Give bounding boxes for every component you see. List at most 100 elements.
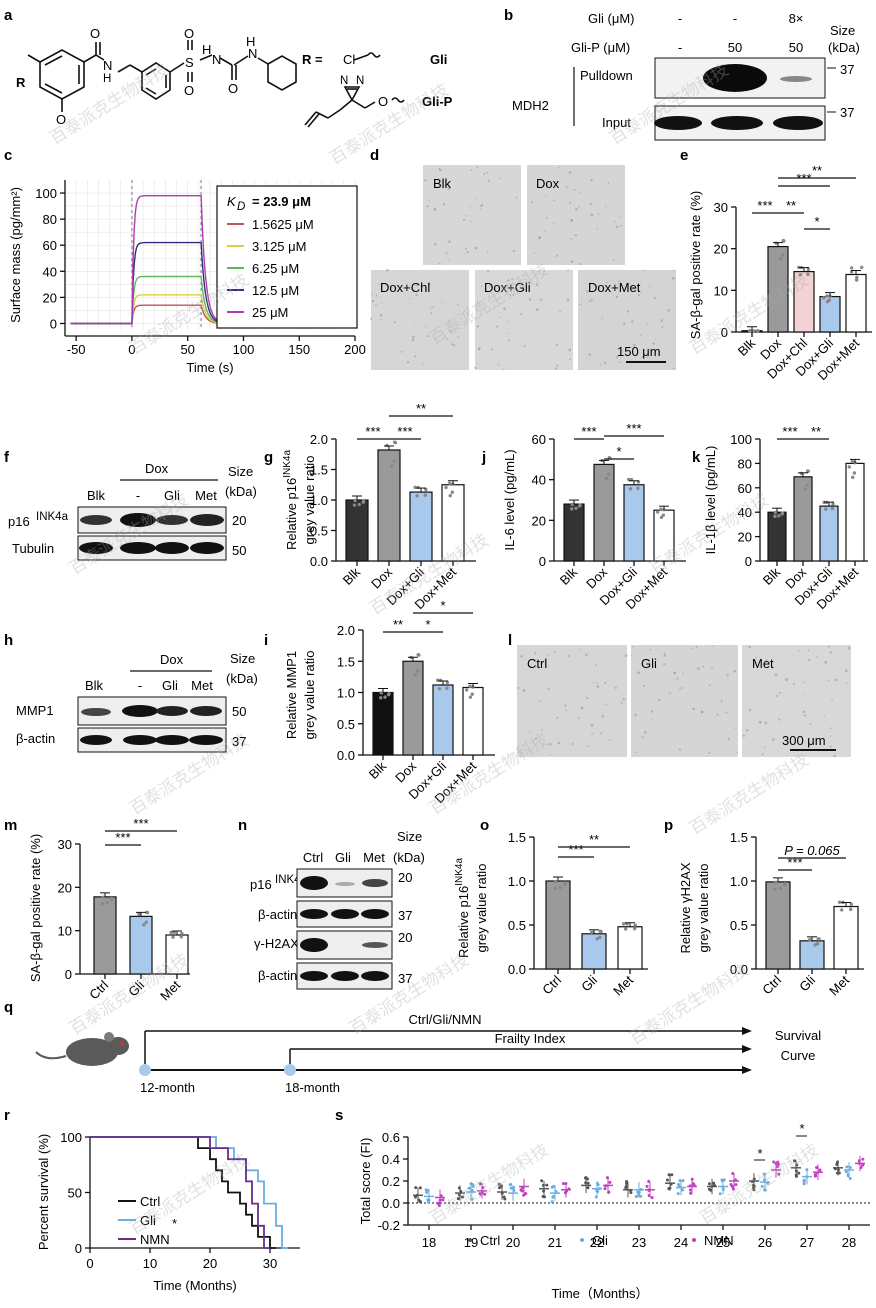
svg-text:Met: Met <box>752 656 774 671</box>
legend-entry: Ctrl <box>140 1194 160 1209</box>
x-axis-label: Time (Months) <box>153 1278 236 1293</box>
panel-label-s: s <box>335 1107 343 1124</box>
data-point <box>418 1186 422 1190</box>
data-point <box>632 926 637 931</box>
y-axis-label: Surface mass (pg/mm²) <box>8 187 23 323</box>
significance-label: *** <box>397 424 412 439</box>
y-axis-label: grey value ratio <box>302 651 317 740</box>
panel-label-r: r <box>4 1107 10 1124</box>
data-point <box>545 1183 549 1187</box>
data-point <box>799 471 804 476</box>
pulldown-blot: Gli (μM) Gli-P (μM) - - 8× - 50 50 Size … <box>512 11 860 141</box>
svg-text:Met: Met <box>363 850 385 865</box>
bar <box>372 691 394 756</box>
data-point <box>468 695 473 699</box>
data-point <box>628 487 633 491</box>
data-point <box>851 475 855 480</box>
panel-label-q: q <box>4 999 13 1016</box>
data-point <box>101 895 105 899</box>
x-tick-label: Blk <box>735 335 759 359</box>
y-axis-label: IL-6 level (pg/mL) <box>502 449 517 550</box>
y-tick-label: -0.2 <box>378 1218 400 1233</box>
data-point <box>845 1165 849 1169</box>
data-point <box>688 1188 692 1192</box>
svg-text:-: - <box>678 40 682 55</box>
x-tick-label: 22 <box>590 1235 604 1250</box>
data-point <box>852 471 857 475</box>
data-point <box>172 930 176 935</box>
y-tick-label: 80 <box>738 456 752 471</box>
bar <box>129 915 153 975</box>
svg-text:H: H <box>103 73 111 85</box>
data-point <box>478 1182 482 1186</box>
bar <box>409 491 433 562</box>
data-point <box>689 1191 693 1195</box>
data-point <box>670 1173 674 1177</box>
data-point <box>508 1183 512 1187</box>
x-tick-label: Gli <box>796 972 818 994</box>
data-point <box>659 507 663 511</box>
bar-chart-o: 0.0 0.5 1.0 1.5 Ctrl Gli Met Relative p16INK4a g… <box>454 830 648 998</box>
y-axis-label: grey value ratio <box>474 864 489 953</box>
data-point <box>470 692 475 696</box>
data-point <box>781 238 785 243</box>
legend-entry: 25 μM <box>252 305 288 320</box>
svg-text:20: 20 <box>232 513 246 528</box>
data-point <box>707 1187 711 1191</box>
svg-text:Gli: Gli <box>164 488 180 503</box>
x-tick-label: Blk <box>760 564 784 588</box>
svg-text:8×: 8× <box>789 11 804 26</box>
svg-text:O: O <box>378 94 388 109</box>
svg-text:K: K <box>227 194 237 209</box>
y-tick-label: 100 <box>60 1130 82 1145</box>
data-point <box>798 273 803 277</box>
svg-text:O: O <box>90 26 100 41</box>
x-tick-label: 28 <box>842 1235 856 1250</box>
data-point <box>439 1194 443 1198</box>
data-point <box>603 1187 607 1191</box>
significance-label: *** <box>787 855 802 870</box>
y-tick-label: 30 <box>714 200 728 215</box>
significance-label: ** <box>589 832 599 847</box>
y-tick-label: 0 <box>721 325 728 340</box>
data-point <box>636 486 640 490</box>
svg-text:N: N <box>103 58 112 73</box>
y-axis-label: Total score (FI) <box>358 1138 373 1225</box>
data-point <box>803 487 808 491</box>
data-point <box>550 1185 554 1189</box>
data-point <box>629 1191 633 1195</box>
data-point <box>796 265 801 270</box>
y-tick-label: 0 <box>75 1241 82 1256</box>
y-axis-label: Relative MMP1 <box>284 651 299 739</box>
frailty-scatter-chart: -0.2 0.0 0.2 0.4 0.6 Total score (FI) Time（Mon… <box>358 1121 870 1301</box>
data-point <box>448 481 452 485</box>
data-point <box>650 1196 654 1200</box>
svg-text:Gli: Gli <box>641 656 657 671</box>
significance-label: P = 0.065 <box>784 843 840 858</box>
x-tick-label: 10 <box>143 1256 157 1271</box>
data-point <box>780 511 785 515</box>
data-point <box>607 472 611 476</box>
data-point <box>558 885 563 890</box>
legend-entry: 3.125 μM <box>252 239 306 254</box>
svg-text:Blk: Blk <box>85 678 104 693</box>
data-point <box>844 1170 848 1174</box>
y-tick-label: 10 <box>58 924 72 939</box>
data-point <box>574 506 578 510</box>
bar <box>845 273 867 333</box>
svg-text:H: H <box>246 34 255 49</box>
data-point <box>707 1182 711 1186</box>
data-point <box>806 272 810 277</box>
data-point <box>554 879 558 884</box>
data-point <box>676 1192 680 1196</box>
significance-label: *** <box>133 816 148 831</box>
y-tick-label: 100 <box>35 186 57 201</box>
y-tick-label: 60 <box>738 481 752 496</box>
x-tick-label: Blk <box>557 564 581 588</box>
data-point <box>802 1178 806 1182</box>
bar <box>432 684 454 756</box>
svg-text:N: N <box>248 46 257 61</box>
svg-text:Ctrl/Gli/NMN: Ctrl/Gli/NMN <box>409 1012 482 1027</box>
